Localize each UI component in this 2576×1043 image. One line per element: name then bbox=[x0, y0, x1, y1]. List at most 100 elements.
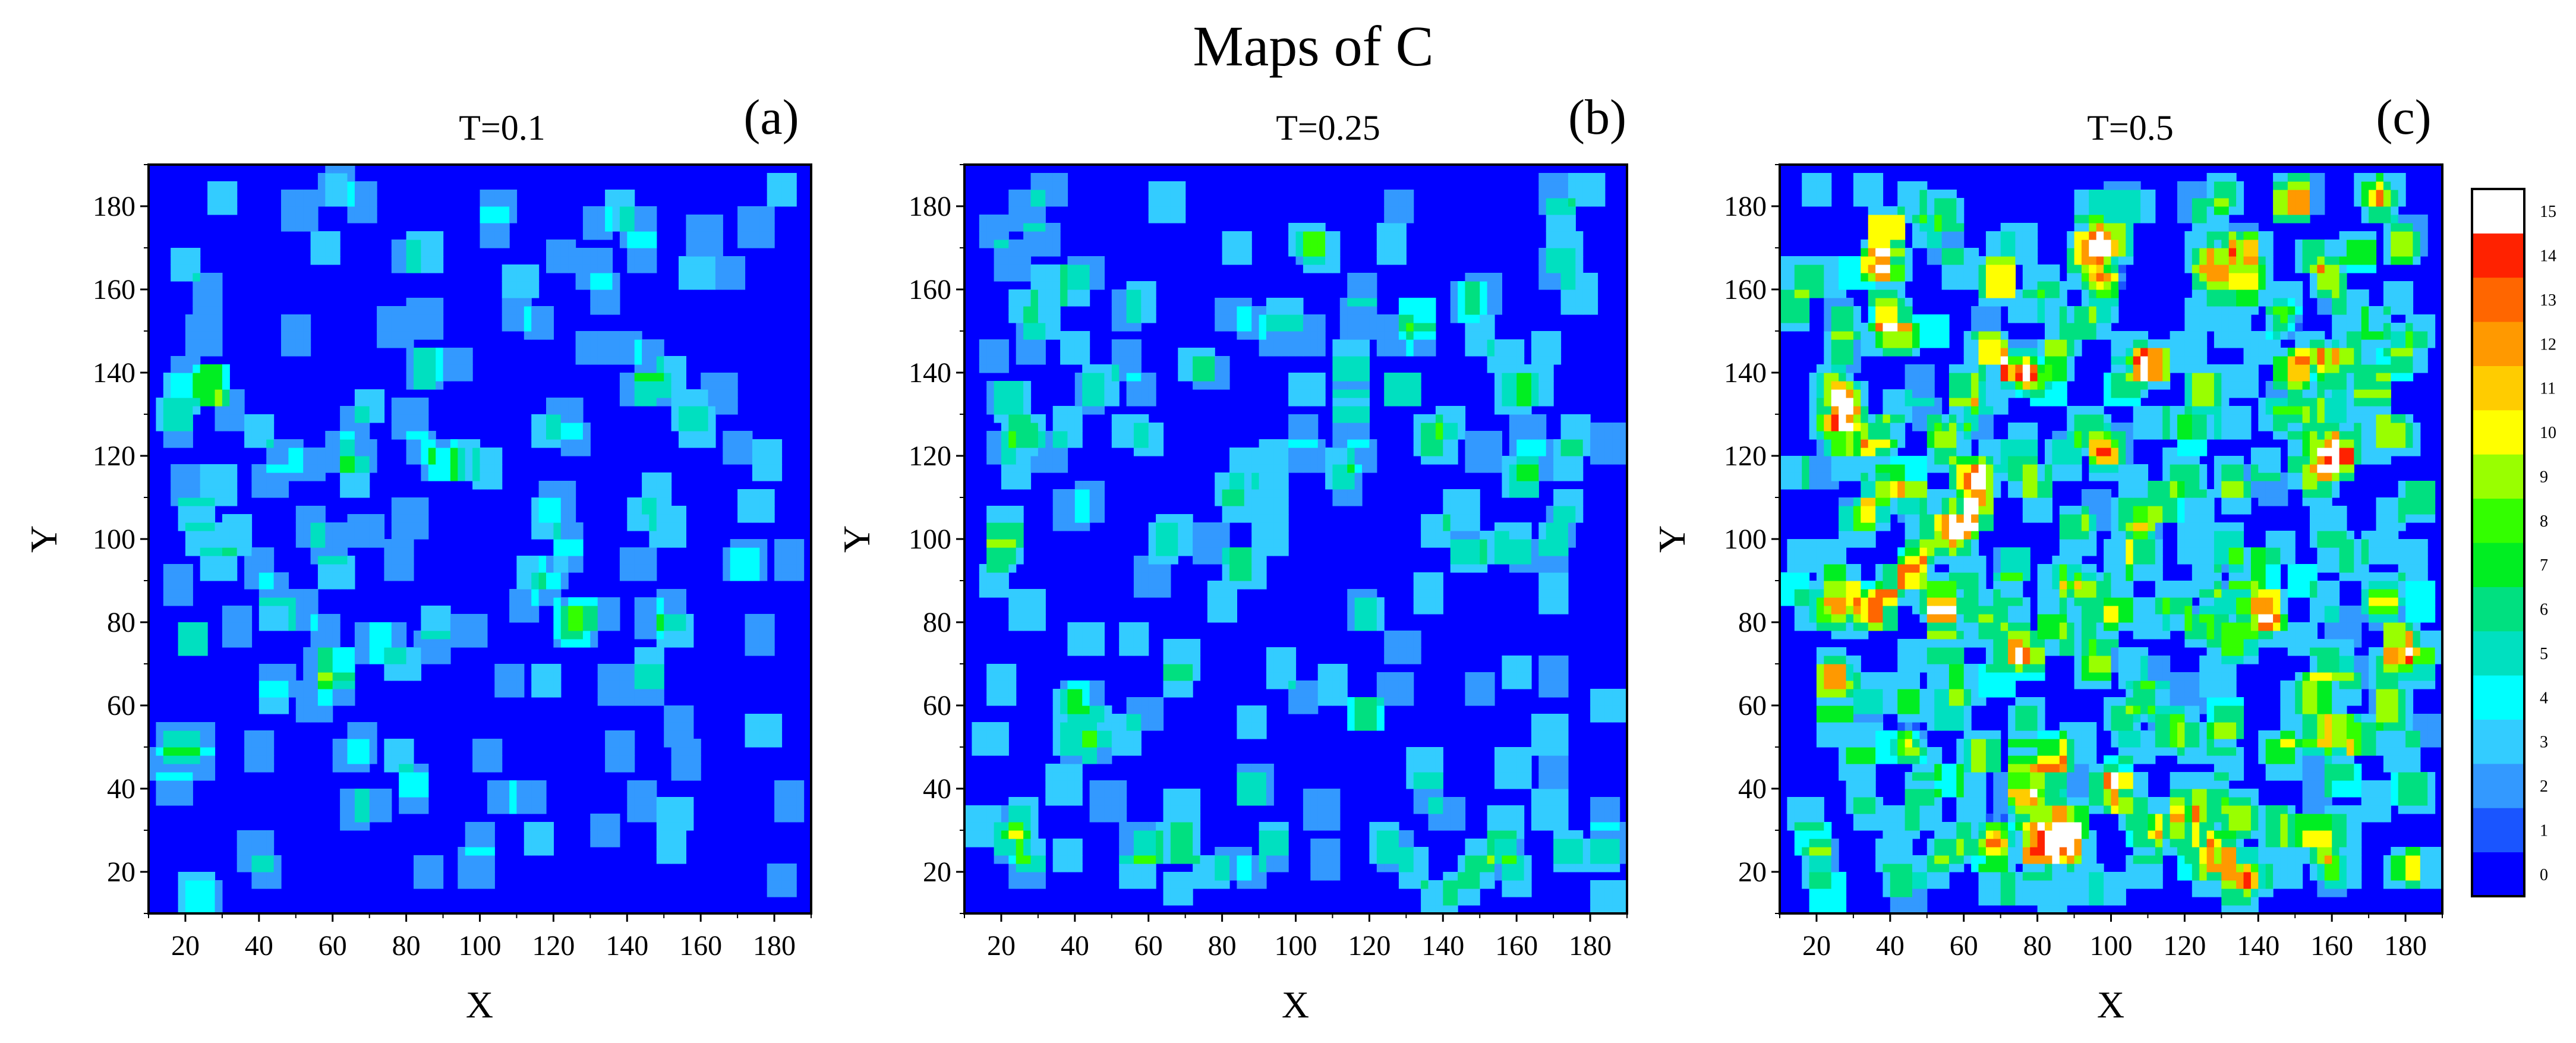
heatmap-cell bbox=[1509, 564, 1517, 573]
heatmap-cell bbox=[1148, 880, 1156, 889]
heatmap-cell bbox=[185, 348, 193, 357]
heatmap-cell bbox=[414, 864, 421, 872]
heatmap-cell bbox=[1450, 406, 1458, 415]
heatmap-cell bbox=[399, 240, 407, 248]
heatmap-cell bbox=[1229, 448, 1237, 456]
heatmap-cell bbox=[1178, 888, 1186, 897]
heatmap-cell bbox=[436, 256, 444, 265]
heatmap-cell bbox=[1509, 472, 1517, 481]
heatmap-cell bbox=[1487, 531, 1495, 540]
heatmap-cell bbox=[1450, 872, 1458, 881]
heatmap-cell bbox=[1487, 855, 1495, 864]
heatmap-cell bbox=[1237, 481, 1245, 490]
heatmap-cell bbox=[288, 331, 297, 340]
heatmap-cell bbox=[1413, 639, 1421, 648]
heatmap-cell bbox=[1524, 439, 1532, 448]
heatmap-cell bbox=[1023, 839, 1032, 847]
heatmap-cell bbox=[163, 780, 171, 789]
heatmap-cell bbox=[1163, 797, 1171, 806]
heatmap-cell bbox=[1398, 697, 1407, 706]
heatmap-cell bbox=[1288, 656, 1297, 664]
heatmap-cell bbox=[737, 556, 746, 565]
heatmap-cell bbox=[553, 431, 562, 440]
heatmap-cell bbox=[1244, 547, 1252, 556]
heatmap-cell bbox=[1546, 539, 1554, 548]
heatmap-cell bbox=[553, 489, 562, 498]
heatmap-cell bbox=[406, 564, 414, 573]
heatmap-cell bbox=[693, 223, 701, 232]
heatmap-cell bbox=[1178, 855, 1186, 864]
heatmap-cell bbox=[1156, 572, 1164, 581]
heatmap-cell bbox=[1480, 847, 1488, 856]
heatmap-cell bbox=[1119, 797, 1127, 806]
heatmap-cell bbox=[546, 406, 554, 415]
heatmap-cell bbox=[1266, 547, 1274, 556]
heatmap-cell bbox=[553, 614, 562, 623]
heatmap-cell bbox=[384, 639, 392, 648]
heatmap-cell bbox=[1406, 847, 1414, 856]
heatmap-cell bbox=[251, 464, 260, 473]
heatmap-cell bbox=[1052, 705, 1061, 714]
heatmap-cell bbox=[1229, 556, 1237, 565]
heatmap-cell bbox=[1001, 514, 1009, 523]
heatmap-cell bbox=[1060, 797, 1068, 806]
heatmap-cell bbox=[332, 522, 340, 531]
heatmap-cell bbox=[1089, 722, 1098, 731]
y-tick-label: 60 bbox=[107, 690, 135, 721]
heatmap-cell bbox=[634, 606, 642, 615]
heatmap-cell bbox=[1421, 747, 1429, 756]
heatmap-cell bbox=[369, 797, 377, 806]
heatmap-cell bbox=[436, 864, 444, 872]
heatmap-cell bbox=[1207, 581, 1215, 590]
heatmap-cell bbox=[605, 664, 613, 673]
heatmap-cell bbox=[222, 190, 230, 198]
heatmap-cell bbox=[789, 572, 797, 581]
heatmap-cell bbox=[1119, 822, 1127, 831]
heatmap-cell bbox=[1001, 747, 1009, 756]
heatmap-cell bbox=[612, 281, 620, 290]
heatmap-cell bbox=[193, 264, 201, 273]
heatmap-cell bbox=[531, 306, 540, 315]
heatmap-cell bbox=[428, 456, 436, 465]
heatmap-cell bbox=[171, 572, 179, 581]
heatmap-cell bbox=[531, 839, 540, 847]
heatmap-cell bbox=[1502, 472, 1510, 481]
heatmap-cell bbox=[1023, 456, 1032, 465]
heatmap-cell bbox=[1487, 448, 1495, 456]
heatmap-cell bbox=[781, 797, 790, 806]
heatmap-cell bbox=[1097, 622, 1105, 631]
heatmap-cell bbox=[1472, 556, 1480, 565]
heatmap-cell bbox=[986, 398, 995, 407]
heatmap-cell bbox=[1082, 514, 1090, 523]
heatmap-cell bbox=[1067, 631, 1076, 639]
heatmap-cell bbox=[200, 547, 208, 556]
heatmap-cell bbox=[399, 264, 407, 273]
heatmap-cell bbox=[1001, 414, 1009, 423]
heatmap-cell bbox=[207, 373, 216, 382]
heatmap-cell bbox=[1450, 506, 1458, 515]
heatmap-cell bbox=[325, 522, 333, 531]
heatmap-cell bbox=[340, 439, 348, 448]
heatmap-cell bbox=[1332, 680, 1341, 689]
heatmap-cell bbox=[1516, 414, 1525, 423]
heatmap-cell bbox=[1509, 448, 1517, 456]
heatmap-cell bbox=[443, 614, 451, 623]
heatmap-cell bbox=[1458, 872, 1466, 881]
heatmap-cell bbox=[1546, 755, 1554, 764]
heatmap-cell bbox=[582, 223, 591, 232]
heatmap-cell bbox=[1016, 398, 1024, 407]
heatmap-cell bbox=[310, 614, 319, 623]
heatmap-cell bbox=[281, 223, 289, 232]
heatmap-cell bbox=[1074, 772, 1083, 781]
heatmap-cell bbox=[443, 472, 451, 481]
heatmap-cell bbox=[1266, 830, 1274, 839]
heatmap-cell bbox=[391, 506, 399, 515]
heatmap-cell bbox=[1575, 448, 1584, 456]
heatmap-cell bbox=[590, 273, 598, 282]
heatmap-cell bbox=[1074, 631, 1083, 639]
heatmap-cell bbox=[1604, 864, 1613, 872]
heatmap-cell bbox=[686, 639, 694, 648]
heatmap-cell bbox=[1008, 822, 1017, 831]
heatmap-cell bbox=[1237, 472, 1245, 481]
heatmap-cell bbox=[656, 839, 664, 847]
